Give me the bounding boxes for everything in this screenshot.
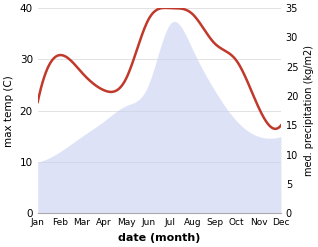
Y-axis label: med. precipitation (kg/m2): med. precipitation (kg/m2) [304, 45, 314, 176]
X-axis label: date (month): date (month) [118, 233, 201, 243]
Y-axis label: max temp (C): max temp (C) [4, 75, 14, 147]
